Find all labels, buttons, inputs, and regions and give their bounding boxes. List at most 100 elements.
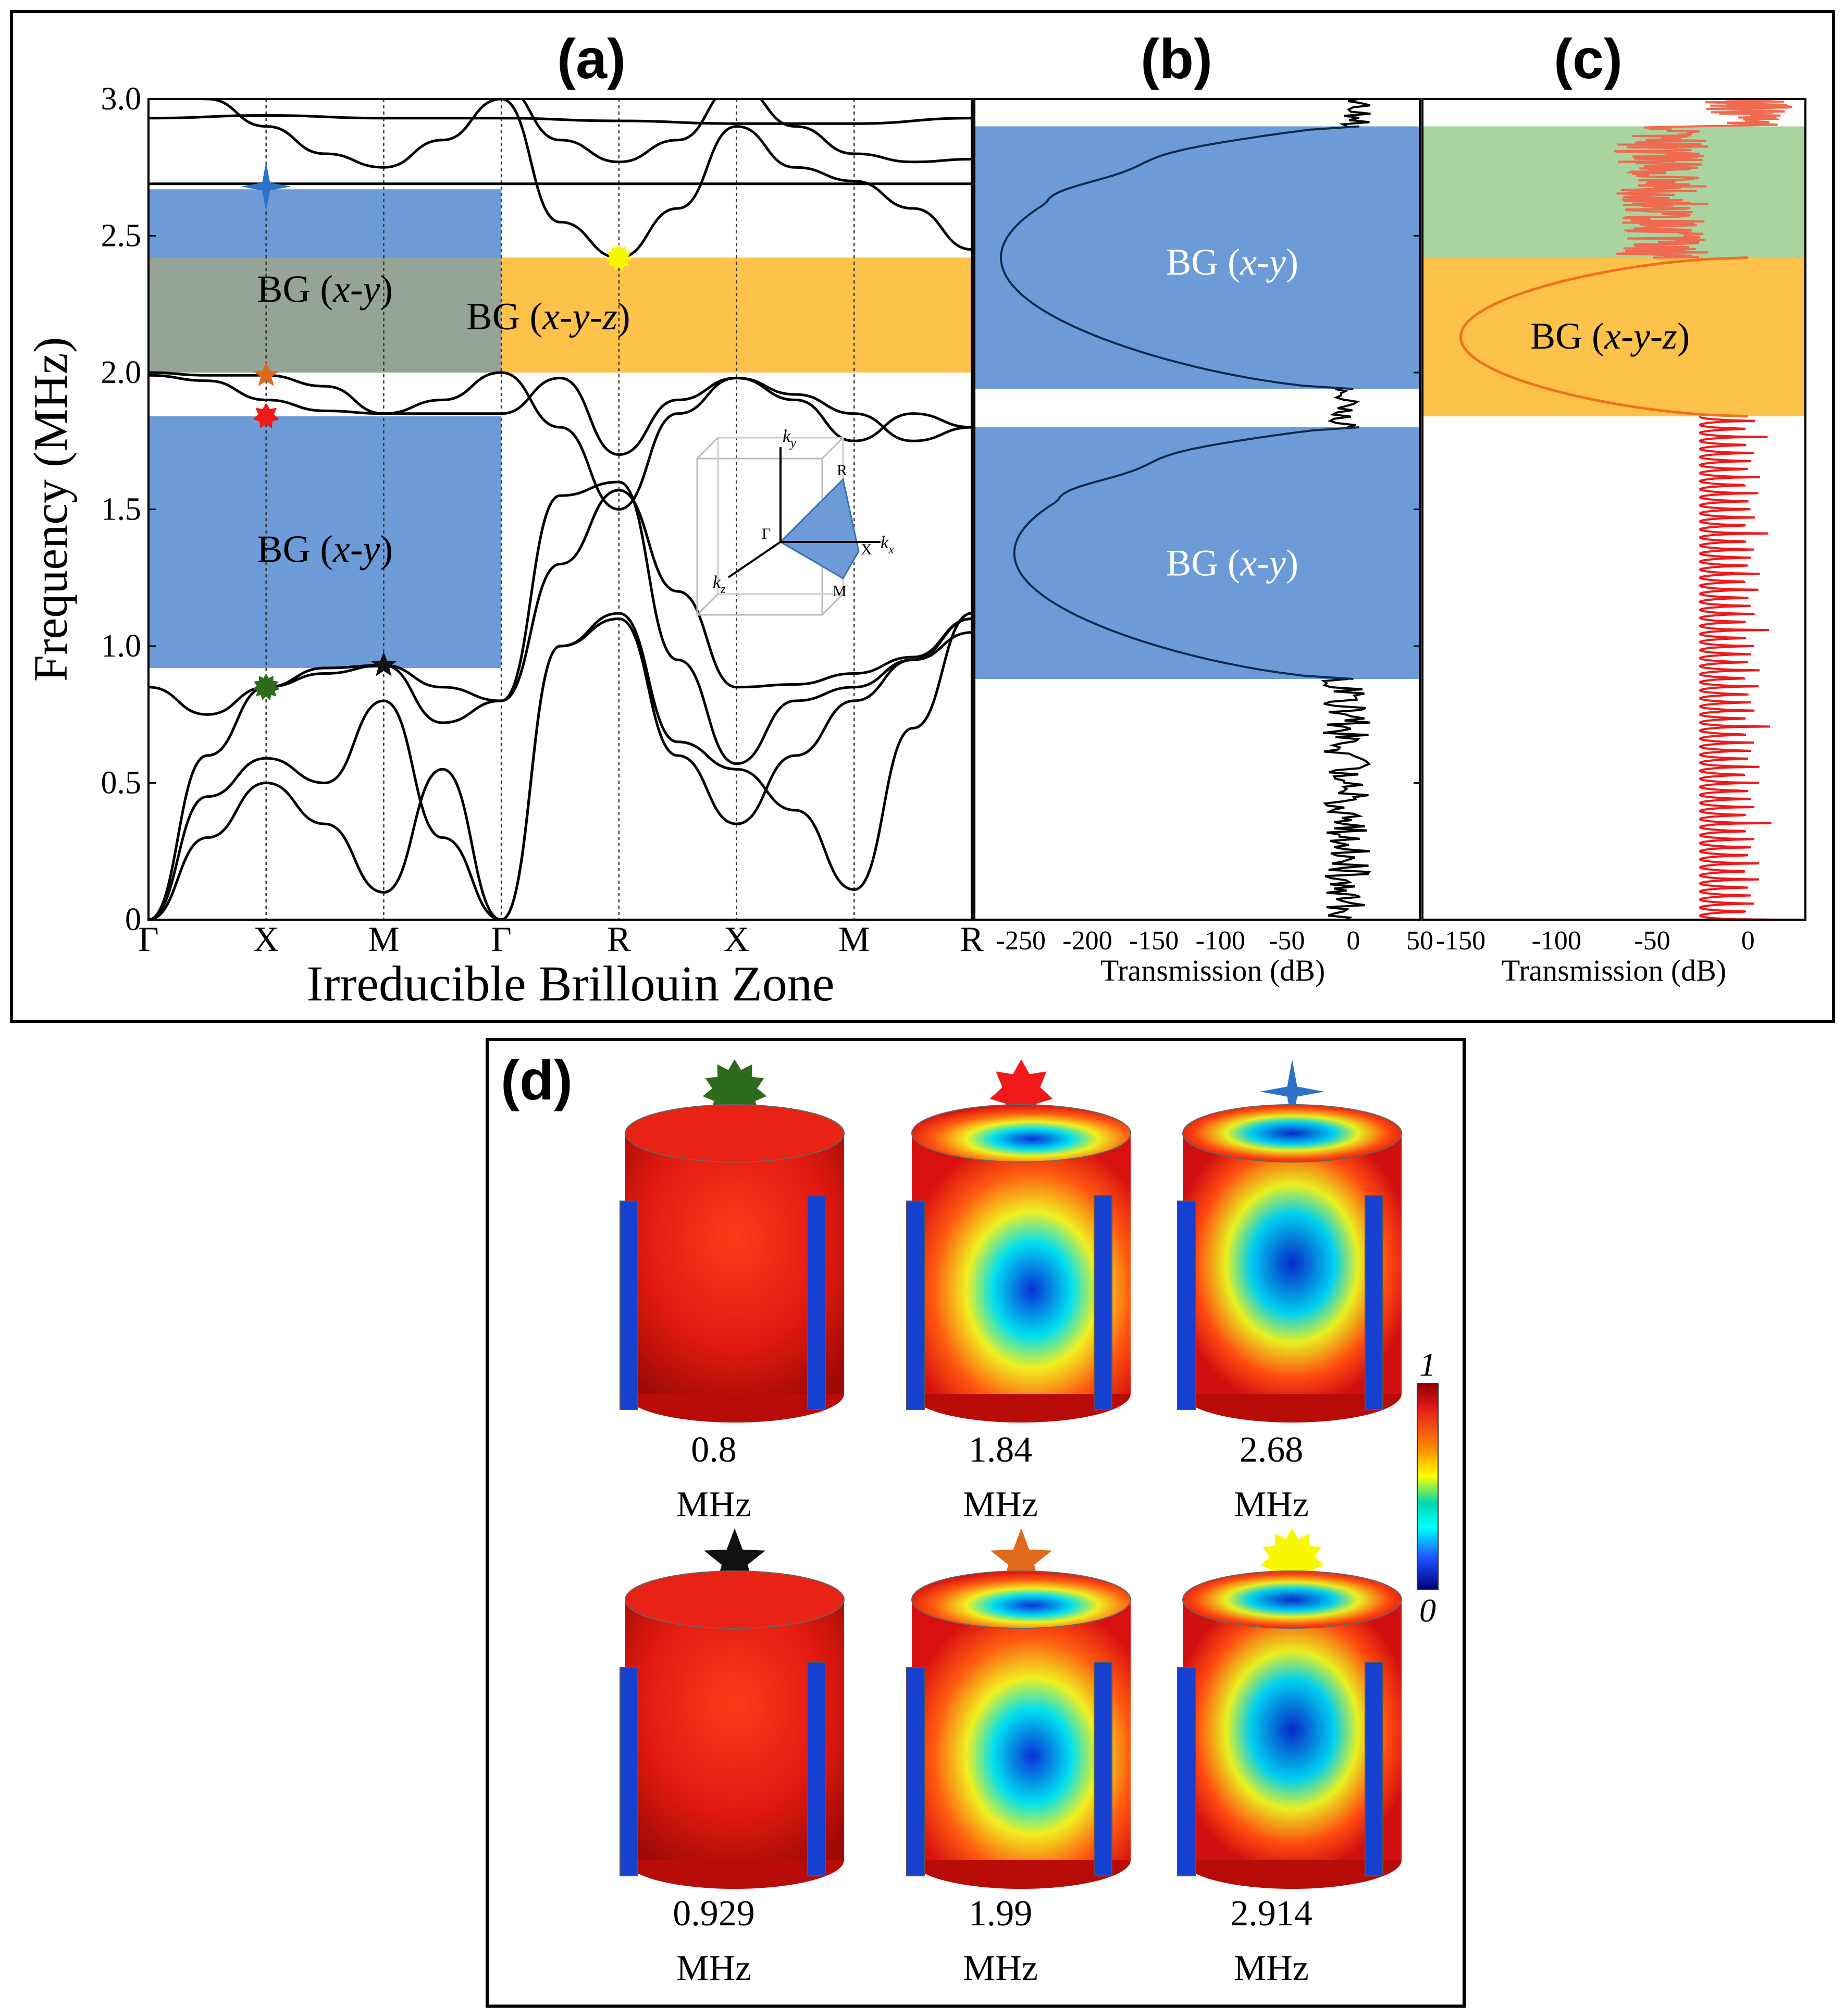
brillouin-zone-inset: ky kx kz R Γ X M bbox=[696, 427, 894, 616]
band-gap-label-prefix: BG ( bbox=[1530, 315, 1604, 357]
transmission-upper-trace bbox=[1614, 98, 1792, 259]
x-tick-label: -150 bbox=[1129, 926, 1179, 956]
x-axis-label: Transmission (dB) bbox=[1502, 954, 1726, 987]
black-five-point-star-icon bbox=[370, 651, 397, 676]
mode-shape-card: 0.8 MHz bbox=[620, 1059, 845, 1525]
cylinder-bar-right bbox=[1094, 1662, 1112, 1876]
band-gap-regions bbox=[974, 126, 1420, 679]
cylinder-bar-left bbox=[1177, 1667, 1196, 1876]
band-gap-label-axes: x-y bbox=[332, 528, 380, 571]
inset-M-label: M bbox=[833, 583, 847, 600]
transmission-trace-mid bbox=[1327, 388, 1360, 428]
x-tick-label: -100 bbox=[1532, 926, 1581, 956]
cylinder-bar-right bbox=[1365, 1662, 1383, 1876]
transmission-xy-axes: -250 -200 -150 -100 -50 0 50 Transmission (dB) bbox=[973, 98, 1433, 987]
transmission-xyz-chart: -150 -100 -50 0 Transmission (dB) BG (x-y-z) bbox=[1421, 98, 1806, 987]
band-gap-label-axes: x-y-z bbox=[1604, 315, 1677, 357]
transmission-curve bbox=[999, 98, 1371, 921]
x-tick-label: R bbox=[960, 919, 984, 959]
orange-five-point-star-icon bbox=[253, 362, 279, 387]
inset-wedge bbox=[779, 477, 860, 580]
transmission-gap-trace-2 bbox=[999, 125, 1359, 390]
band-gap-label-prefix: BG ( bbox=[1166, 542, 1240, 584]
mode-shape-card: 0.929 MHz bbox=[620, 1528, 845, 1988]
inset-ky-label: ky bbox=[783, 427, 796, 450]
mode-frequency-unit: MHz bbox=[1234, 1948, 1309, 1988]
plot-area-border bbox=[1421, 98, 1806, 921]
x-axis-label: Transmission (dB) bbox=[1100, 954, 1325, 987]
mode-frequency-unit: MHz bbox=[676, 1485, 751, 1525]
colorbar-min-label: 0 bbox=[1419, 1592, 1436, 1629]
band-gap-label: BG (x-y-z) bbox=[466, 295, 630, 338]
mode-frequency-value: 1.99 bbox=[969, 1894, 1033, 1934]
cylinder-top bbox=[1182, 1104, 1402, 1162]
x-tick-label: -250 bbox=[996, 926, 1046, 956]
dispersion-band-band8 bbox=[148, 114, 972, 125]
mode-frequency-value: 0.929 bbox=[673, 1894, 755, 1934]
mode-shape-card: 2.914 MHz bbox=[1177, 1528, 1402, 1988]
band-gap-overlap-region bbox=[148, 257, 502, 373]
x-tick-label: -200 bbox=[1062, 926, 1112, 956]
panel-label-d: (d) bbox=[501, 1048, 573, 1111]
band-gap-region bbox=[974, 427, 1420, 679]
blue-four-point-star-icon bbox=[241, 162, 291, 212]
band-gap-labels: BG (x-y)BG (x-y)BG (x-y-z) bbox=[257, 268, 630, 571]
band-gap-regions bbox=[1422, 126, 1805, 416]
band-gap-label-axes: x-y-z bbox=[542, 295, 617, 338]
x-tick-label: M bbox=[838, 919, 870, 959]
cylinder-top bbox=[1182, 1570, 1402, 1629]
cylinder-bar-left bbox=[620, 1667, 638, 1876]
mode-frequency-value: 2.68 bbox=[1240, 1430, 1304, 1470]
band-gap-label-suffix: ) bbox=[1286, 241, 1298, 283]
y-tick-label: 2.5 bbox=[101, 218, 142, 254]
red-seven-point-star-icon bbox=[253, 403, 280, 429]
band-gap-region bbox=[1422, 126, 1805, 258]
y-tick-label: 2.0 bbox=[101, 355, 142, 390]
mode-frequency-unit: MHz bbox=[1234, 1485, 1309, 1525]
x-axis-label: Irreducible Brillouin Zone bbox=[306, 956, 834, 1011]
band-gap-label: BG (x-y) bbox=[1166, 241, 1298, 283]
top-panel-frame bbox=[10, 10, 1835, 1023]
band-gap-label-prefix: BG ( bbox=[257, 528, 333, 571]
panel-label-a: (a) bbox=[557, 27, 626, 90]
x-tick-label: -50 bbox=[1634, 926, 1670, 956]
colorbar-max-label: 1 bbox=[1419, 1346, 1436, 1383]
y-tick-label: 0 bbox=[125, 902, 141, 937]
transmission-trace-top bbox=[1339, 98, 1371, 128]
cylinder-top bbox=[625, 1570, 845, 1629]
yellow-burst-icon bbox=[605, 244, 633, 271]
y-tick-label: 1.0 bbox=[101, 628, 142, 664]
x-tick-label: 0 bbox=[1741, 926, 1755, 956]
x-tick-label: Γ bbox=[138, 919, 158, 959]
panel-label-c: (c) bbox=[1554, 27, 1623, 90]
band-gap-regions bbox=[148, 189, 972, 668]
band-gap-label: BG (x-y) bbox=[257, 268, 393, 311]
blue-four-point-star-icon bbox=[1260, 1059, 1324, 1124]
mode-frequency-unit: MHz bbox=[676, 1948, 751, 1988]
inset-cube-edge bbox=[696, 593, 719, 616]
x-tick-label: M bbox=[368, 919, 399, 959]
cylinder-bar-left bbox=[620, 1201, 638, 1410]
dispersion-band-band10 bbox=[521, 99, 972, 164]
cylinder-bar-right bbox=[1094, 1195, 1112, 1410]
cylinder-top bbox=[911, 1570, 1131, 1629]
band-gap-label-prefix: BG ( bbox=[257, 268, 333, 311]
band-gap-label-prefix: BG ( bbox=[1166, 241, 1240, 283]
band-gap-region bbox=[148, 416, 502, 668]
x-tick-label: Γ bbox=[491, 919, 511, 959]
mode-shape-card: 1.84 MHz bbox=[906, 1059, 1131, 1525]
x-tick-label: R bbox=[607, 919, 631, 959]
transmission-xyz-axes: -150 -100 -50 0 Transmission (dB) bbox=[1421, 98, 1806, 987]
x-tick-label: 50 bbox=[1406, 926, 1433, 956]
red-seven-point-star-icon bbox=[989, 1059, 1053, 1121]
band-gap-label-suffix: ) bbox=[380, 528, 393, 571]
y-axis-label: Frequency (MHz) bbox=[24, 337, 77, 682]
transmission-gap-trace bbox=[1459, 256, 1748, 418]
band-gap-label-axes: x-y bbox=[332, 268, 380, 311]
band-gap-region bbox=[974, 126, 1420, 389]
x-tick-label: -150 bbox=[1436, 926, 1485, 956]
mode-frequency-value: 0.8 bbox=[691, 1430, 737, 1470]
